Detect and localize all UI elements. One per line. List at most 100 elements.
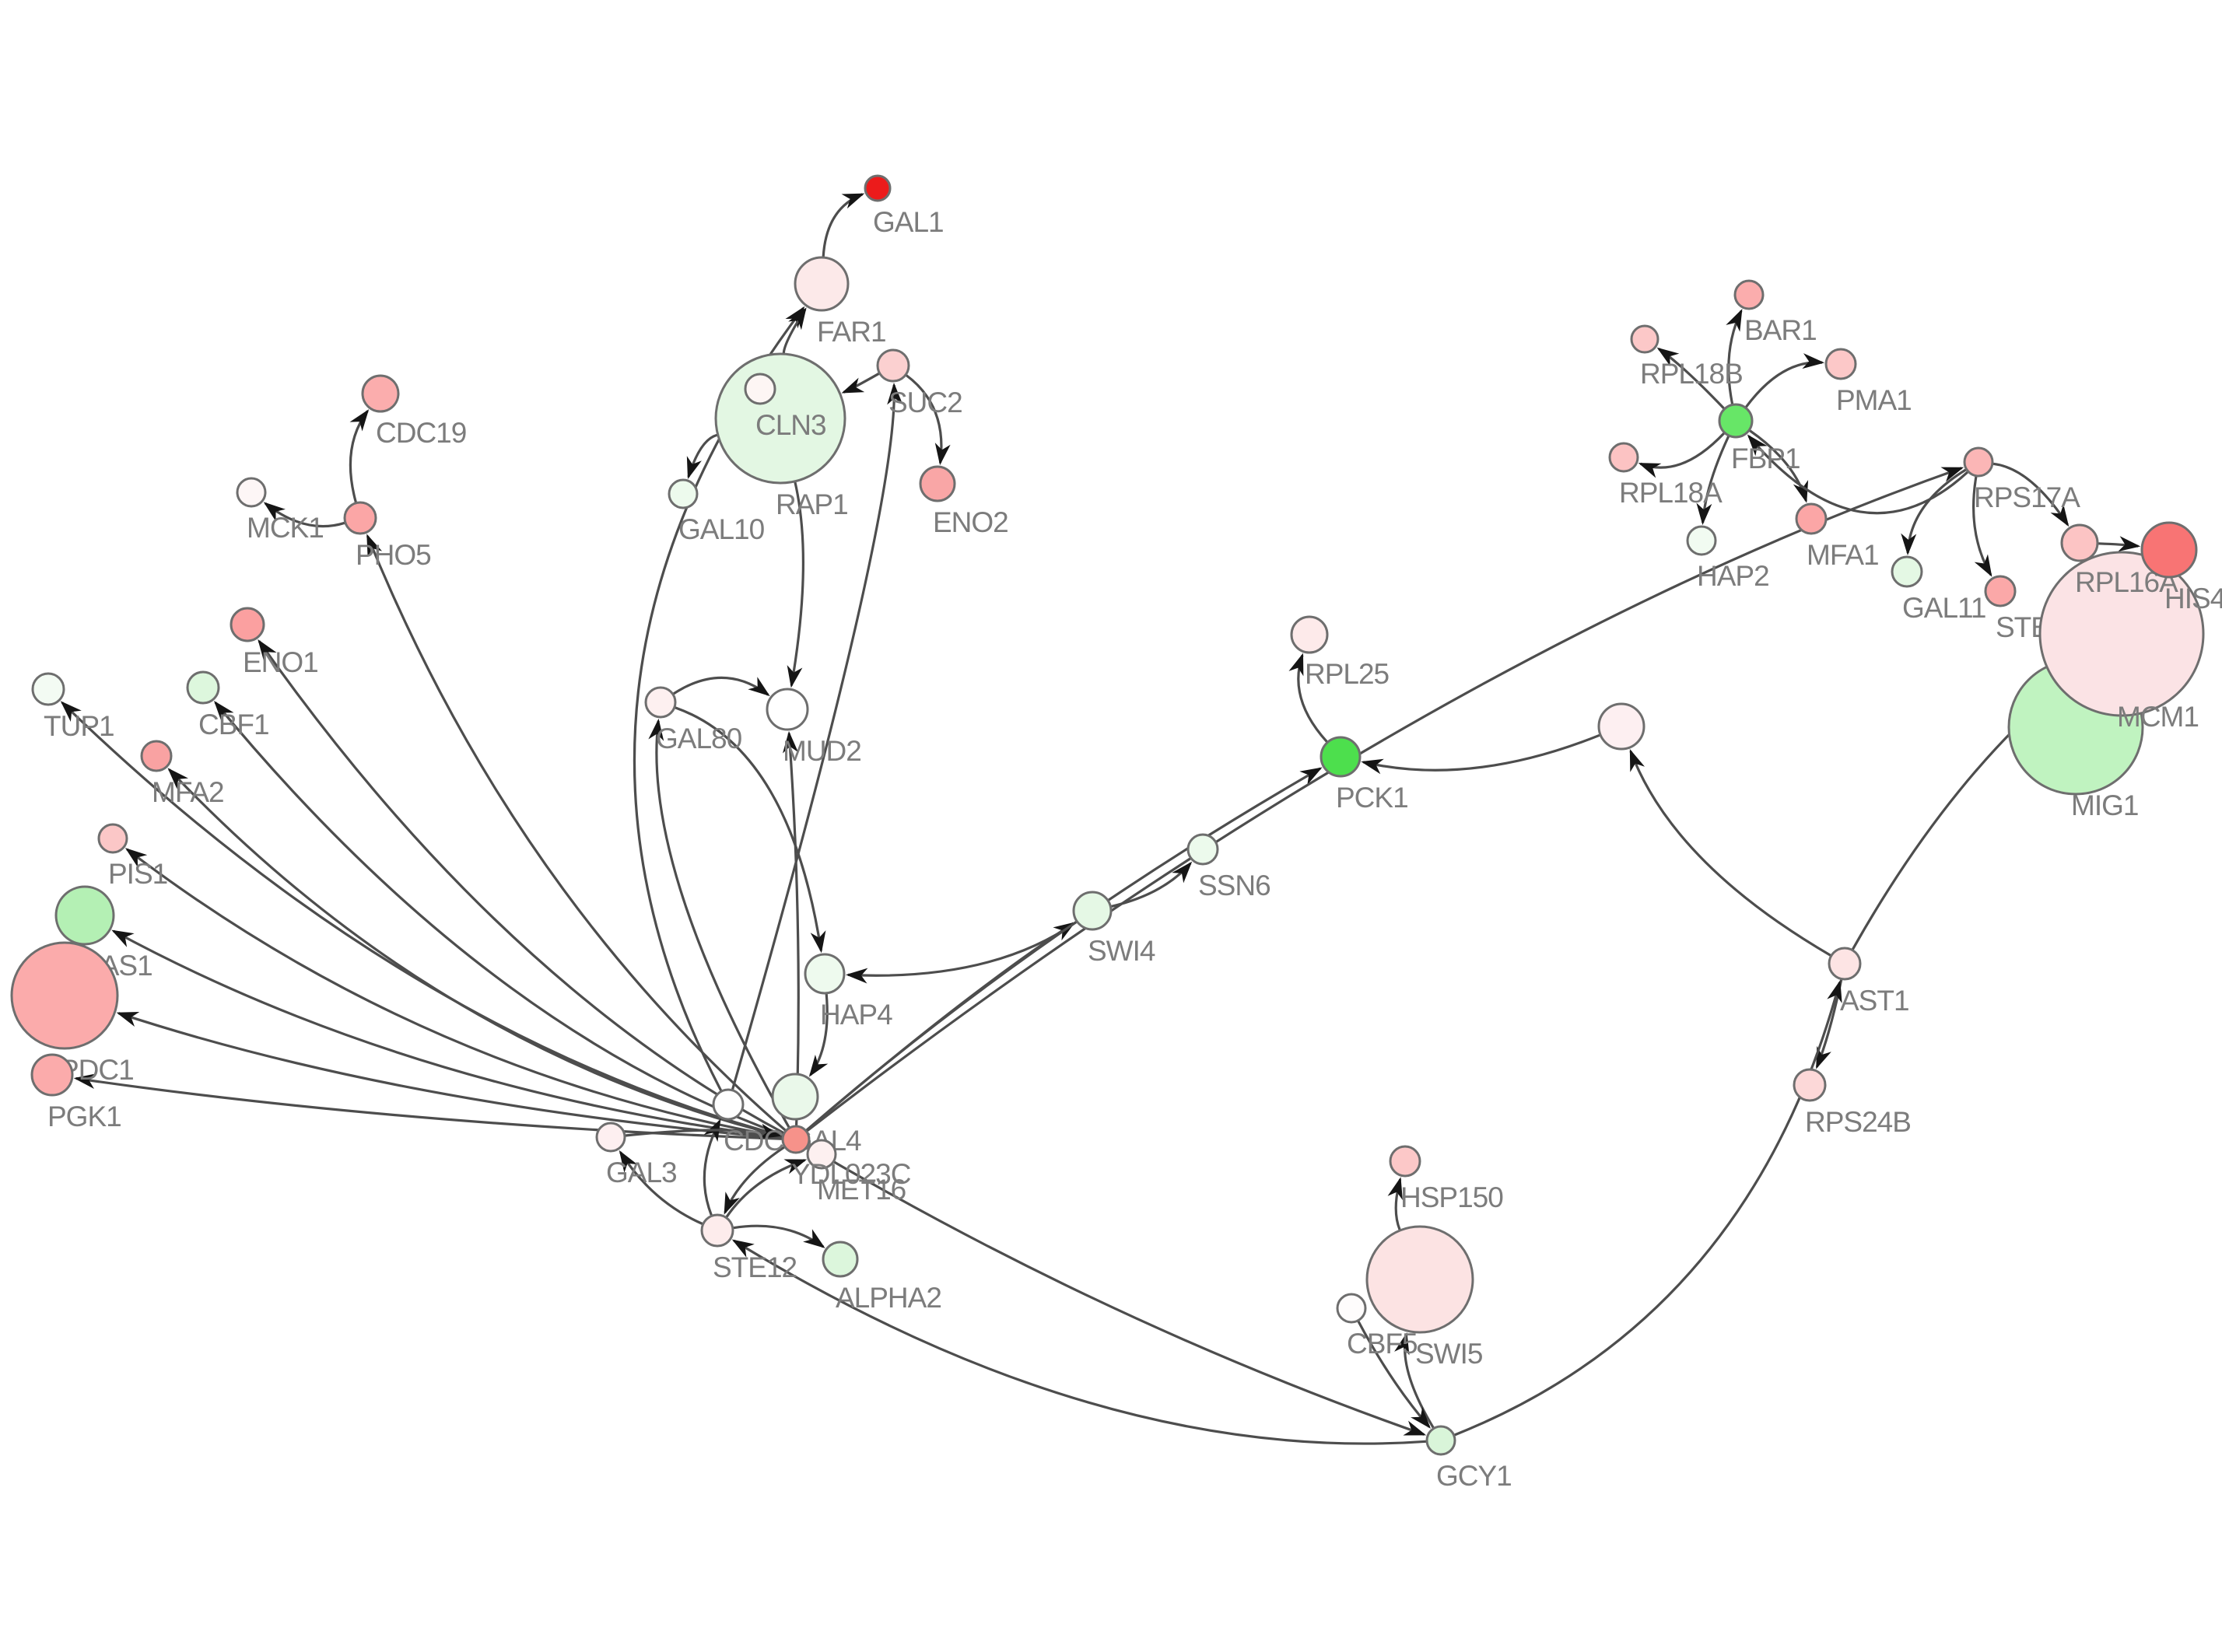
edge-STE12-GAL3[interactable] <box>619 1150 703 1225</box>
edge-FBP1-RPL18A[interactable] <box>1638 432 1726 478</box>
node-HAP4[interactable] <box>804 953 846 995</box>
node-ALPHA2[interactable] <box>822 1241 859 1278</box>
edge-STE12-CDC6[interactable] <box>703 1118 721 1216</box>
node-MCM1[interactable] <box>2038 551 2205 717</box>
edge-UNNAMED-PCK1[interactable] <box>1361 733 1600 775</box>
edge-SWI5-HSP150[interactable] <box>1387 1177 1403 1230</box>
edge-RAP1-GAL10[interactable] <box>686 433 718 479</box>
node-PMA1[interactable] <box>1824 348 1857 380</box>
node-CLN3[interactable] <box>744 373 776 405</box>
node-CBF5[interactable] <box>1336 1293 1367 1324</box>
edge-PHO5-MCK1[interactable] <box>263 502 345 528</box>
node-PIS1[interactable] <box>97 823 128 854</box>
edge-YDL023C-STE12[interactable] <box>724 1146 785 1215</box>
node-GAL4[interactable] <box>771 1073 819 1121</box>
edge-YDL023C-RAS1[interactable] <box>111 929 783 1139</box>
edge-YDL023C-TUP1[interactable] <box>60 701 783 1137</box>
edge-YDL023C-ENO1[interactable] <box>258 639 784 1134</box>
node-PCK1[interactable] <box>1320 736 1362 778</box>
node-RPL25[interactable] <box>1290 615 1329 654</box>
edge-PCK1-RPL25[interactable] <box>1288 653 1328 743</box>
edge-RPS17A-RPL16A[interactable] <box>1992 462 2070 527</box>
edge-YDL023C-MUD2[interactable] <box>783 730 800 1126</box>
edge-GAL80-HAP4[interactable] <box>675 706 826 954</box>
node-GAL10[interactable] <box>668 478 699 509</box>
node-RPL16A[interactable] <box>2060 523 2099 562</box>
node-SWI5[interactable] <box>1365 1225 1474 1334</box>
edge-SUC2-ENO2[interactable] <box>905 374 951 466</box>
node-STE12[interactable] <box>700 1213 734 1248</box>
edge-STE12-ALPHA2[interactable] <box>733 1224 825 1248</box>
node-RPS17A[interactable] <box>1963 446 1994 478</box>
edge-YDL023C-GCY1[interactable] <box>807 1145 1427 1436</box>
edge-SUC2-RAP1[interactable] <box>841 372 880 394</box>
node-SUC2[interactable] <box>876 348 910 383</box>
node-RPL18A[interactable] <box>1608 442 1639 473</box>
node-MFA2[interactable] <box>140 740 173 772</box>
node-PGK1[interactable] <box>30 1053 74 1097</box>
node-GAL1[interactable] <box>864 174 892 202</box>
node-GCY1[interactable] <box>1425 1425 1456 1456</box>
edge-PHO5-CDC19[interactable] <box>349 409 370 503</box>
edge-SWI4-HAP4[interactable] <box>846 920 1078 984</box>
node-TUP1[interactable] <box>31 672 65 706</box>
node-CDC19[interactable] <box>361 374 400 413</box>
edge-YDL023C-GAL80[interactable] <box>648 718 790 1129</box>
node-CBF1[interactable] <box>186 670 220 705</box>
edge-CDC6-SUC2[interactable] <box>731 383 903 1090</box>
node-HAP2[interactable] <box>1686 525 1717 556</box>
node-PDC1[interactable] <box>10 941 119 1050</box>
node-GAL3[interactable] <box>595 1122 626 1153</box>
edge-YDL023C-PDC1[interactable] <box>116 1011 783 1139</box>
node-ENO2[interactable] <box>919 465 956 502</box>
node-BAR1[interactable] <box>1733 279 1765 310</box>
node-UNNAMED[interactable] <box>1597 702 1645 751</box>
edge-FBP1-BAR1[interactable] <box>1726 308 1743 404</box>
edge-FBP1-HAP2[interactable] <box>1696 436 1730 526</box>
edge-RPL16A-HIS4[interactable] <box>2098 536 2141 552</box>
node-MET16[interactable] <box>806 1139 837 1170</box>
edge-YDL023C-RPS17A[interactable] <box>806 467 1964 1132</box>
edge-GCY1-STE12[interactable] <box>731 1239 1427 1445</box>
edge-FBP1-RPL18B[interactable] <box>1656 347 1725 410</box>
node-AST1[interactable] <box>1828 947 1862 981</box>
node-STE2[interactable] <box>1984 575 2017 607</box>
node-MUD2[interactable] <box>766 688 809 731</box>
node-MFA1[interactable] <box>1795 502 1828 535</box>
edge-YDL023C-PGK1[interactable] <box>73 1073 783 1140</box>
edge-YDL023C-PCK1[interactable] <box>805 767 1323 1132</box>
edge-STE12-MET16[interactable] <box>725 1159 808 1218</box>
edge-SWI4-SSN6[interactable] <box>1111 861 1193 908</box>
edge-YDL023C-PHO5[interactable] <box>366 534 787 1132</box>
node-RPS24B[interactable] <box>1793 1068 1827 1102</box>
node-PHO5[interactable] <box>343 501 377 535</box>
node-GAL11[interactable] <box>1891 555 1923 588</box>
node-RAS1[interactable] <box>54 885 115 946</box>
node-CDC6[interactable] <box>712 1088 745 1121</box>
node-YDL023C[interactable] <box>781 1125 811 1154</box>
edge-RPS17A-FBP1[interactable] <box>1747 434 1969 515</box>
node-SSN6[interactable] <box>1186 833 1219 866</box>
edge-RAP1-MUD2[interactable] <box>787 481 804 688</box>
node-HIS4[interactable] <box>2140 521 2198 579</box>
node-RPL18B[interactable] <box>1630 324 1659 354</box>
node-GAL80[interactable] <box>644 686 677 719</box>
edge-YDL023C-PIS1[interactable] <box>124 848 783 1139</box>
edge-AST1-UNNAMED[interactable] <box>1629 748 1831 957</box>
node-SWI4[interactable] <box>1072 891 1113 931</box>
edge-FBP1-PMA1[interactable] <box>1744 353 1825 408</box>
node-ENO1[interactable] <box>230 607 265 642</box>
edge-YDL023C-CBF1[interactable] <box>213 700 783 1136</box>
edge-YDL023C-MFA2[interactable] <box>167 768 783 1138</box>
edge-RAP1-FAR1[interactable] <box>782 307 807 354</box>
edge-FAR1-GAL1[interactable] <box>822 193 865 257</box>
node-MCK1[interactable] <box>236 477 267 508</box>
edge-HAP4-GAL4[interactable] <box>808 993 829 1077</box>
edge-CBF5-GCY1[interactable] <box>1357 1321 1431 1429</box>
edge-RPS17A-STE2[interactable] <box>1972 476 1992 577</box>
edge-GAL3-YDL023C[interactable] <box>625 1123 782 1139</box>
edge-RPS17A-GAL11[interactable] <box>1901 468 1967 555</box>
edge-GCY1-AST1[interactable] <box>1454 980 1842 1437</box>
edge-GAL80-MUD2[interactable] <box>672 676 770 697</box>
node-FAR1[interactable] <box>794 256 850 312</box>
